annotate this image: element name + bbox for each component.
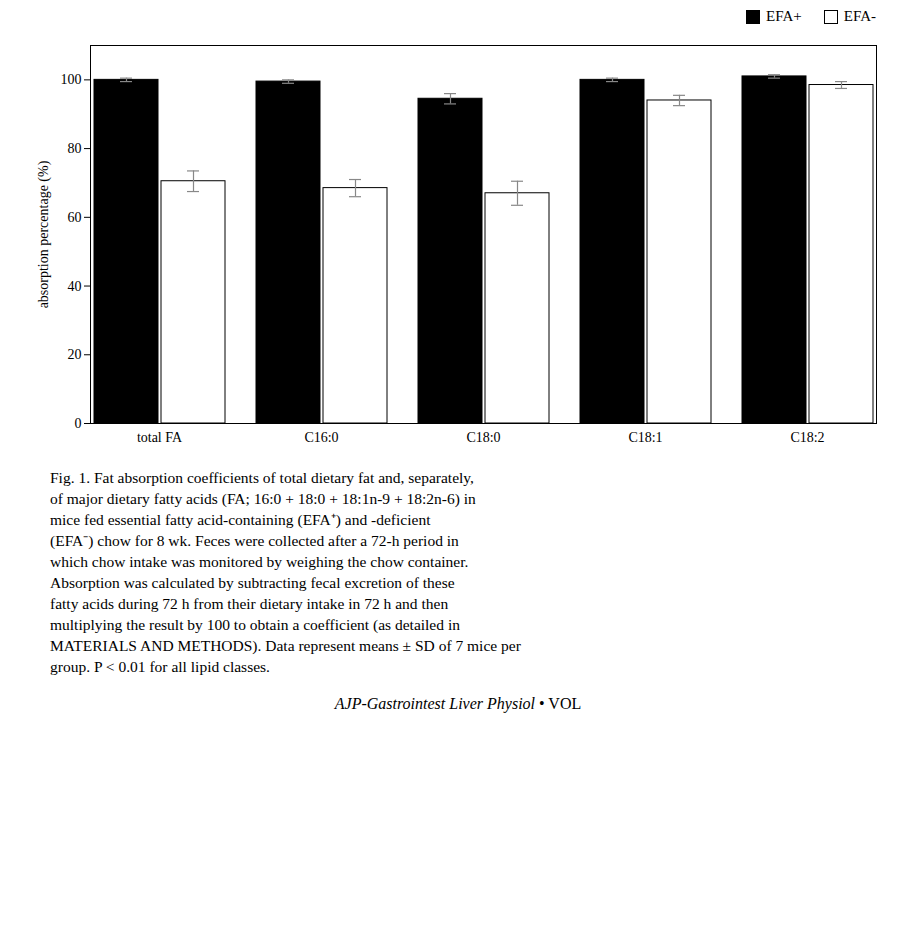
html-text:which chow intake was monitore: which chow intake was monitored by weigh… — [50, 553, 469, 570]
html-text:mice fed essential fatty acid-: mice fed essential fatty acid-containing… — [50, 511, 431, 528]
svg-text:C18:1: C18:1 — [628, 430, 662, 445]
html-text:multiplying the result by 100: multiplying the result by 100 to obtain … — [50, 616, 460, 633]
html-text:(EFA⁻) chow for 8 wk. Feces we: (EFA⁻) chow for 8 wk. Feces were collect… — [50, 532, 459, 549]
html-text:EFA+: EFA+ — [766, 8, 802, 24]
html-text:MATERIALS AND METHODS). Data r: MATERIALS AND METHODS). Data represent m… — [50, 637, 521, 654]
html-text:fatty acids during 72 h from t: fatty acids during 72 h from their dieta… — [50, 595, 449, 612]
svg-text:100: 100 — [61, 72, 82, 87]
svg-text:C16:0: C16:0 — [304, 430, 338, 445]
html-text:EFA-: EFA- — [843, 8, 876, 24]
svg-text:60: 60 — [68, 210, 82, 225]
html-text:group. P < 0.01 for all lipid: group. P < 0.01 for all lipid classes. — [50, 658, 270, 675]
svg-text:20: 20 — [68, 347, 82, 362]
html-text:AJP-Gastrointest Liver Physiol: AJP-Gastrointest Liver Physiol • VOL — [334, 695, 582, 712]
svg-text:80: 80 — [68, 141, 82, 156]
svg-text:C18:2: C18:2 — [790, 430, 824, 445]
svg-text:0: 0 — [75, 416, 82, 431]
svg-text:C18:0: C18:0 — [466, 430, 500, 445]
html-text:of major dietary fatty acids (: of major dietary fatty acids (FA; 16:0 +… — [50, 490, 476, 507]
svg-text:absorption percentage (%): absorption percentage (%) — [36, 160, 52, 308]
html-text:Absorption was calculated by s: Absorption was calculated by subtracting… — [50, 574, 455, 591]
html-text:Fig. 1. Fat absorption coeffic: Fig. 1. Fat absorption coefficients of t… — [50, 469, 474, 486]
svg-text:total FA: total FA — [137, 430, 183, 445]
svg-text:40: 40 — [68, 279, 82, 294]
